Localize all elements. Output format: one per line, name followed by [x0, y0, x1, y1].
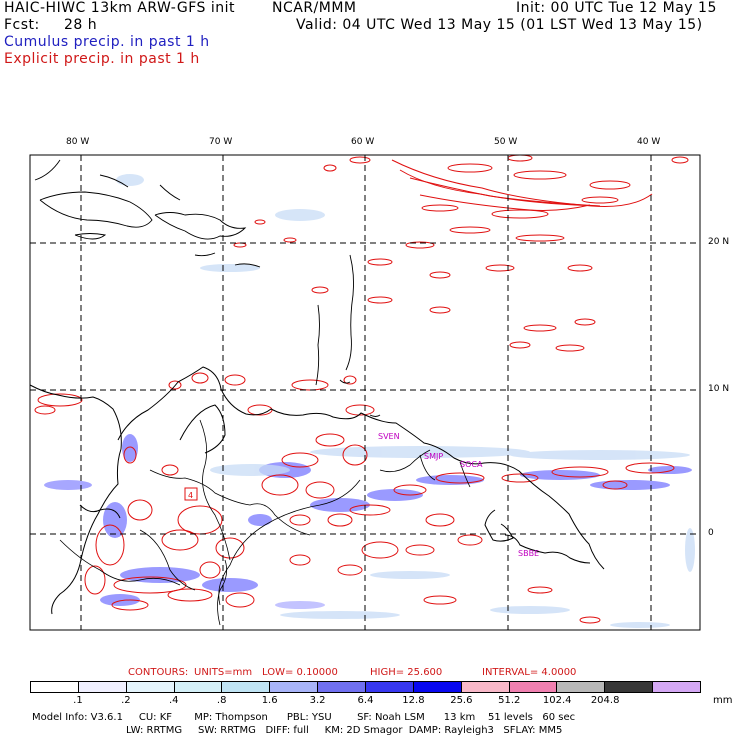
colorbar-swatch — [605, 682, 654, 692]
lat-label-10n: 10 N — [708, 384, 730, 394]
contour-label: CONTOURS: — [128, 667, 189, 678]
colorbar-threshold-label: .2 — [121, 695, 131, 706]
colorbar-swatch — [126, 682, 175, 692]
colorbar-swatch — [270, 682, 319, 692]
colorbar-threshold-label: 102.4 — [542, 695, 572, 706]
lon-label-40w: 40 W — [637, 137, 661, 147]
legend-explicit: Explicit precip. in past 1 h — [4, 51, 200, 67]
cumulus-precip-shading — [44, 434, 692, 609]
contour-interval: INTERVAL= 4.0000 — [482, 667, 577, 678]
contour-high: HIGH= 25.600 — [370, 667, 443, 678]
colorbar-threshold-label: 51.2 — [498, 695, 521, 706]
colorbar-swatch — [222, 682, 271, 692]
lon-label-50w: 50 W — [494, 137, 518, 147]
colorbar-units: mm — [713, 695, 733, 706]
model-title: HAIC-HIWC 13km ARW-GFS init — [4, 0, 236, 16]
valid-time: Valid: 04 UTC Wed 13 May 15 (01 LST Wed … — [296, 17, 703, 33]
fcst-hours: 28 h — [64, 17, 98, 33]
colorbar-threshold-label: 1.6 — [261, 695, 278, 706]
contour-units: UNITS=mm — [194, 667, 253, 678]
colorbar-threshold-label: 12.8 — [402, 695, 425, 706]
colorbar-threshold-label: 204.8 — [590, 695, 620, 706]
colorbar-threshold-label: 25.6 — [450, 695, 473, 706]
station-label-smjp: SMJP — [424, 452, 444, 461]
colorbar-swatch — [653, 682, 701, 692]
colorbar-threshold-label: 3.2 — [309, 695, 326, 706]
colorbar-swatch — [557, 682, 606, 692]
station-label-soca: SOCA — [460, 460, 483, 469]
lon-label-60w: 60 W — [351, 137, 375, 147]
model-info-line1: Model Info: V3.6.1 CU: KF MP: Thompson P… — [32, 712, 576, 723]
lon-label-80w: 80 W — [66, 137, 90, 147]
init-time: Init: 00 UTC Tue 12 May 15 — [516, 0, 717, 16]
institution: NCAR/MMM — [272, 0, 357, 16]
model-info-line2: LW: RRTMG SW: RRTMG DIFF: full KM: 2D Sm… — [126, 725, 563, 736]
map-frame — [29, 154, 701, 631]
station-label-sbbe: SBBE — [518, 549, 540, 558]
colorbar-threshold-label: .1 — [73, 695, 83, 706]
colorbar — [30, 681, 701, 693]
colorbar-swatch — [31, 682, 79, 692]
colorbar-threshold-label: .4 — [169, 695, 179, 706]
contour-low: LOW= 0.10000 — [262, 667, 338, 678]
legend-cumulus: Cumulus precip. in past 1 h — [4, 34, 210, 50]
light-precip-shading — [116, 174, 695, 628]
colorbar-swatch — [366, 682, 414, 692]
colorbar-swatch — [174, 682, 223, 692]
lat-label-0: 0 — [708, 528, 714, 538]
lon-label-70w: 70 W — [209, 137, 233, 147]
colorbar-threshold-label: .8 — [216, 695, 227, 706]
coastlines — [29, 159, 605, 626]
station-marker — [184, 487, 198, 501]
colorbar-threshold-label: 6.4 — [357, 695, 374, 706]
explicit-precip-contours — [34, 154, 689, 624]
colorbar-swatch — [413, 682, 462, 692]
colorbar-swatch — [78, 682, 127, 692]
colorbar-swatch — [318, 682, 367, 692]
colorbar-swatch — [461, 682, 510, 692]
station-marker-label: 4 — [188, 491, 193, 500]
fcst-label: Fcst: — [4, 17, 40, 33]
station-label-sven: SVEN — [378, 432, 400, 441]
lat-lon-grid — [30, 155, 700, 630]
colorbar-swatch — [509, 682, 558, 692]
lat-label-20n: 20 N — [708, 237, 730, 247]
